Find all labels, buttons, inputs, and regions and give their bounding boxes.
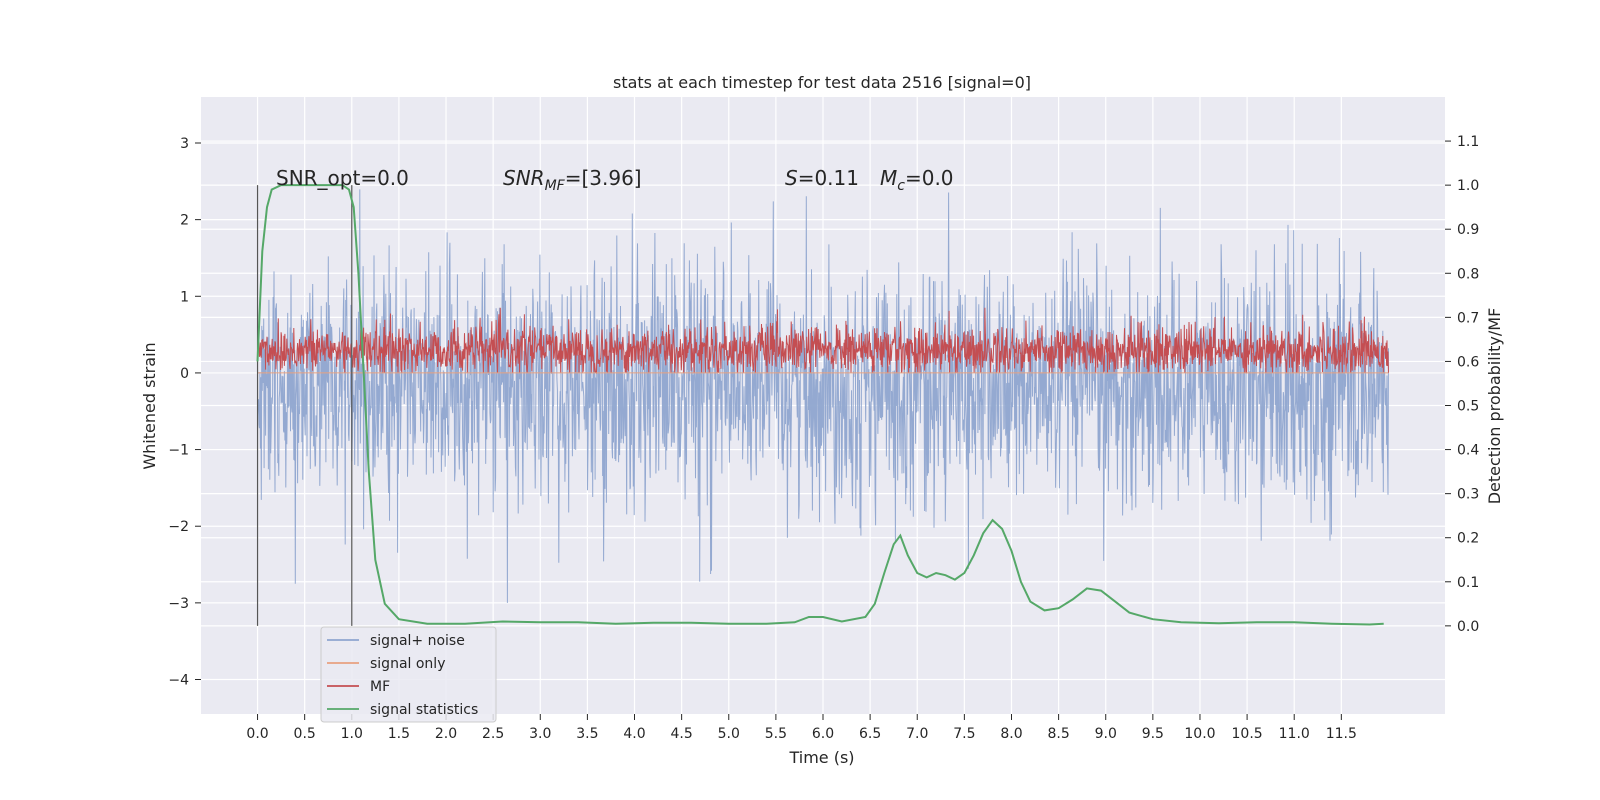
x-tick-label: 5.5 xyxy=(765,726,787,742)
y-right-tick-label: 0.8 xyxy=(1457,266,1479,282)
y-right-axis-ticks: 1.1 1.0 0.9 0.8 0.7 0.6 0.5 0.4 0.3 0.2 0.1 0.0 xyxy=(1445,134,1479,635)
x-tick-label: 11.5 xyxy=(1326,726,1357,742)
y-right-tick-label: 1.1 xyxy=(1457,134,1479,150)
y-tick-label: −1 xyxy=(168,443,189,459)
legend-label-signal-only: signal only xyxy=(370,656,445,672)
y-tick-label: 3 xyxy=(180,136,189,152)
legend: signal+ noise signal only MF signal stat… xyxy=(320,626,497,723)
x-tick-label: 8.0 xyxy=(1000,726,1022,742)
annotation-snr-mf-value: =[3.96] xyxy=(565,166,642,190)
y-right-tick-label: 0.6 xyxy=(1457,354,1479,370)
series-mf xyxy=(257,307,1389,375)
y-tick-label: 1 xyxy=(180,289,189,305)
annotation-snr-opt: SNR_opt=0.0 xyxy=(276,166,409,190)
y-right-tick-label: 1.0 xyxy=(1457,178,1479,194)
y-axis-ticks: 3 2 1 0 −1 −2 −3 −4 xyxy=(168,136,201,689)
annotation-mc-value: =0.0 xyxy=(905,166,954,190)
x-tick-label: 9.0 xyxy=(1095,726,1117,742)
legend-label-signal-noise: signal+ noise xyxy=(370,633,465,649)
y-right-axis-label: Detection probability/MF xyxy=(1485,308,1504,505)
x-tick-label: 4.5 xyxy=(671,726,693,742)
x-tick-label: 1.5 xyxy=(388,726,410,742)
y-axis-label: Whitened strain xyxy=(140,342,159,469)
x-tick-label: 2.0 xyxy=(435,726,457,742)
y-tick-label: −2 xyxy=(168,519,189,535)
legend-label-signal-statistics: signal statistics xyxy=(370,702,478,718)
y-right-tick-label: 0.9 xyxy=(1457,222,1479,238)
annotation-mc: Mc=0.0 xyxy=(880,166,954,194)
x-tick-label: 6.0 xyxy=(812,726,834,742)
x-tick-label: 1.0 xyxy=(341,726,363,742)
x-tick-label: 10.0 xyxy=(1184,726,1215,742)
annotation-s-value: =0.11 xyxy=(798,166,859,190)
x-tick-label: 10.5 xyxy=(1232,726,1263,742)
annotation-snr-mf-base: SNR xyxy=(503,166,545,190)
mf-line xyxy=(257,307,1389,375)
annotation-mc-sub: c xyxy=(897,178,905,194)
annotation-s-label: S xyxy=(785,166,798,190)
annotation-s: S=0.11 xyxy=(785,166,859,190)
signal-statistics-line xyxy=(256,184,1384,626)
x-axis-ticks: 0.0 0.5 1.0 1.5 2.0 2.5 3.0 3.5 4.0 4.5 5.0 5.5 6.0 6… xyxy=(246,714,1357,742)
x-tick-label: 6.5 xyxy=(859,726,881,742)
annotation-snr-mf-sub: MF xyxy=(545,178,566,194)
x-tick-label: 0.0 xyxy=(246,726,268,742)
y-right-tick-label: 0.2 xyxy=(1457,531,1479,547)
x-tick-label: 3.5 xyxy=(576,726,598,742)
x-tick-label: 3.0 xyxy=(529,726,551,742)
x-tick-label: 7.0 xyxy=(906,726,928,742)
x-tick-label: 4.0 xyxy=(623,726,645,742)
x-tick-label: 9.5 xyxy=(1142,726,1164,742)
x-tick-label: 11.0 xyxy=(1279,726,1310,742)
legend-label-mf: MF xyxy=(370,679,390,695)
x-axis-label: Time (s) xyxy=(788,748,854,767)
y-right-tick-label: 0.0 xyxy=(1457,619,1479,635)
y-right-tick-label: 0.3 xyxy=(1457,487,1479,503)
y-tick-label: 0 xyxy=(180,366,189,382)
y-right-tick-label: 0.1 xyxy=(1457,575,1479,591)
x-tick-label: 2.5 xyxy=(482,726,504,742)
y-tick-label: 2 xyxy=(180,213,189,229)
annotation-snr-mf: SNRMF=[3.96] xyxy=(503,166,642,194)
x-tick-label: 0.5 xyxy=(294,726,316,742)
x-tick-label: 5.0 xyxy=(718,726,740,742)
y-right-tick-label: 0.4 xyxy=(1457,443,1479,459)
series-signal-statistics xyxy=(256,184,1384,626)
x-tick-label: 7.5 xyxy=(953,726,975,742)
chart-title: stats at each timestep for test data 251… xyxy=(613,73,1031,92)
y-tick-label: −4 xyxy=(168,673,189,689)
legend-box xyxy=(320,626,497,723)
vertical-markers xyxy=(256,185,353,626)
annotation-mc-label: M xyxy=(880,166,897,190)
y-right-tick-label: 0.5 xyxy=(1457,399,1479,415)
y-tick-label: −3 xyxy=(168,596,189,612)
x-tick-label: 8.5 xyxy=(1047,726,1069,742)
y-right-tick-label: 0.7 xyxy=(1457,310,1479,326)
